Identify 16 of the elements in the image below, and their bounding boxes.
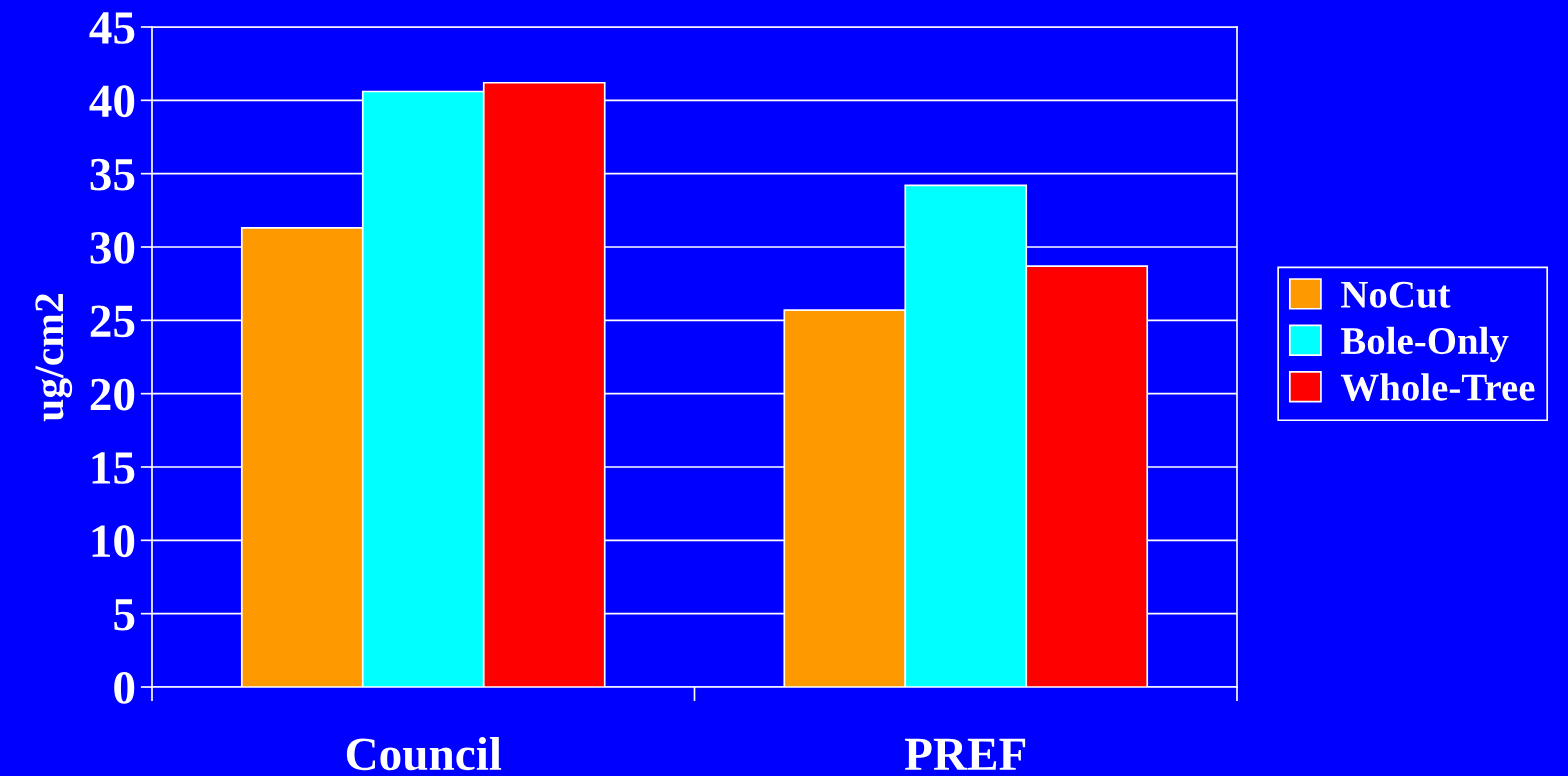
legend-label: NoCut bbox=[1341, 281, 1451, 308]
y-tick-label: 20 bbox=[90, 378, 135, 411]
y-tick-label: 15 bbox=[92, 452, 135, 484]
x-tick-label: Council bbox=[346, 737, 502, 771]
y-tick-label: 40 bbox=[89, 85, 135, 118]
y-tick-label: 35 bbox=[90, 158, 135, 191]
legend-label: Bole-Only bbox=[1341, 326, 1509, 363]
y-tick-label: 25 bbox=[90, 305, 135, 338]
y-tick-label: 10 bbox=[92, 525, 135, 558]
legend-label: Whole-Tree bbox=[1340, 373, 1535, 401]
y-tick-label: 30 bbox=[90, 231, 135, 264]
x-tick-label: PREF bbox=[904, 738, 1026, 770]
y-tick-label: 5 bbox=[114, 599, 135, 631]
y-tick-label: 45 bbox=[89, 12, 135, 44]
y-axis-title: ug/cm2 bbox=[35, 293, 73, 422]
y-tick-label: 0 bbox=[114, 671, 135, 704]
